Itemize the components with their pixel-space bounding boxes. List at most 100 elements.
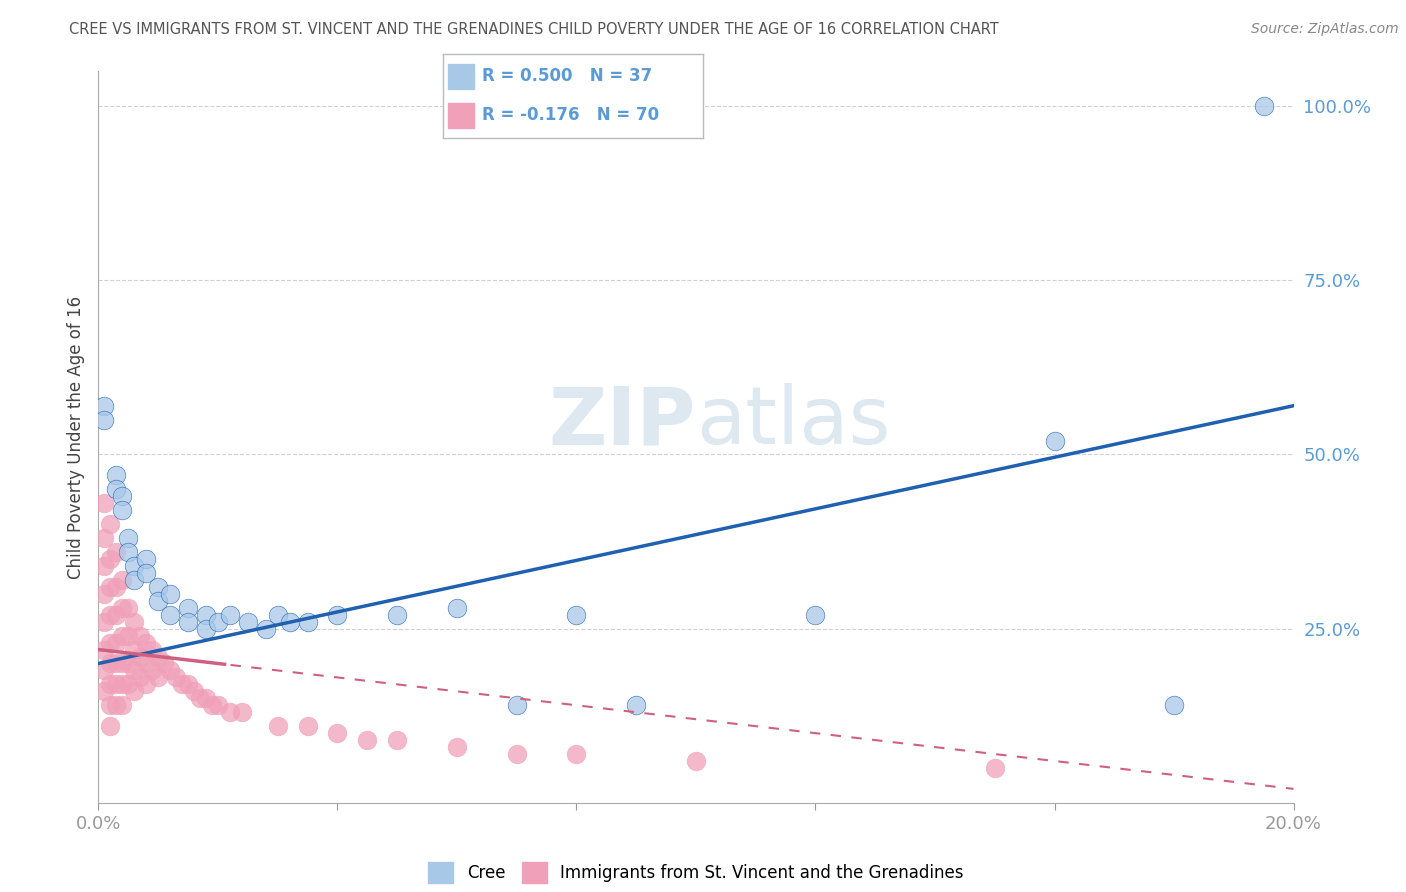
Point xyxy=(124,664,146,678)
Point xyxy=(506,698,529,713)
Point xyxy=(105,677,128,691)
Point xyxy=(446,600,468,615)
Point xyxy=(984,761,1007,775)
Point xyxy=(129,629,152,643)
Point xyxy=(105,698,128,713)
Point xyxy=(111,573,134,587)
Point xyxy=(278,615,301,629)
Point xyxy=(685,754,707,768)
Point xyxy=(172,677,194,691)
Point xyxy=(105,607,128,622)
Point xyxy=(195,622,218,636)
Bar xyxy=(449,63,474,89)
Point xyxy=(506,747,529,761)
Point xyxy=(385,733,409,747)
Point xyxy=(98,517,122,532)
Legend: Cree, Immigrants from St. Vincent and the Grenadines: Cree, Immigrants from St. Vincent and th… xyxy=(429,863,963,883)
Point xyxy=(141,642,163,657)
Point xyxy=(93,412,115,426)
Text: Source: ZipAtlas.com: Source: ZipAtlas.com xyxy=(1251,22,1399,37)
Point xyxy=(111,677,134,691)
Point xyxy=(297,719,319,733)
Point xyxy=(135,566,157,580)
Point xyxy=(105,657,128,671)
Point xyxy=(195,607,218,622)
Point xyxy=(165,670,187,684)
Point xyxy=(159,664,181,678)
Point xyxy=(93,496,115,510)
Point xyxy=(219,607,242,622)
Point xyxy=(98,719,122,733)
Point xyxy=(105,468,128,483)
Point xyxy=(93,642,115,657)
Point xyxy=(148,594,170,608)
Point xyxy=(93,558,115,573)
Point xyxy=(446,740,468,755)
Point xyxy=(195,691,218,706)
Point xyxy=(159,587,181,601)
Point xyxy=(117,545,139,559)
Point xyxy=(231,705,253,719)
Point xyxy=(1043,434,1066,448)
Point xyxy=(93,664,115,678)
Point xyxy=(267,607,290,622)
Text: CREE VS IMMIGRANTS FROM ST. VINCENT AND THE GRENADINES CHILD POVERTY UNDER THE A: CREE VS IMMIGRANTS FROM ST. VINCENT AND … xyxy=(69,22,1000,37)
Point xyxy=(1163,698,1185,713)
Point xyxy=(177,615,200,629)
Point xyxy=(135,552,157,566)
Point xyxy=(148,649,170,664)
Point xyxy=(111,503,134,517)
Point xyxy=(93,399,115,413)
Point xyxy=(124,684,146,698)
Point xyxy=(111,657,134,671)
Point xyxy=(148,580,170,594)
Point xyxy=(117,600,139,615)
Point xyxy=(124,573,146,587)
Point xyxy=(93,531,115,545)
Point xyxy=(124,558,146,573)
Point xyxy=(105,580,128,594)
Point xyxy=(219,705,242,719)
Point xyxy=(207,698,229,713)
Point xyxy=(356,733,378,747)
Point xyxy=(254,622,277,636)
Point xyxy=(153,657,176,671)
Point xyxy=(201,698,224,713)
Point xyxy=(236,615,259,629)
Point xyxy=(117,629,139,643)
Point xyxy=(98,635,122,649)
Point xyxy=(117,677,139,691)
Point xyxy=(565,747,588,761)
Point xyxy=(135,677,157,691)
Point xyxy=(98,677,122,691)
Point xyxy=(148,670,170,684)
Point xyxy=(183,684,205,698)
Point xyxy=(141,664,163,678)
Point xyxy=(177,600,200,615)
Point xyxy=(267,719,290,733)
Point xyxy=(177,677,200,691)
Point xyxy=(1253,99,1275,113)
Point xyxy=(626,698,648,713)
Point xyxy=(98,580,122,594)
Point xyxy=(188,691,211,706)
Point xyxy=(804,607,827,622)
Point xyxy=(207,615,229,629)
Point xyxy=(159,607,181,622)
Point xyxy=(326,607,349,622)
Point xyxy=(135,657,157,671)
Point xyxy=(129,670,152,684)
Point xyxy=(98,698,122,713)
Point xyxy=(326,726,349,740)
Point xyxy=(111,489,134,503)
Text: atlas: atlas xyxy=(696,384,890,461)
Point xyxy=(105,545,128,559)
Point xyxy=(111,698,134,713)
Point xyxy=(385,607,409,622)
Point xyxy=(105,635,128,649)
Point xyxy=(98,607,122,622)
Y-axis label: Child Poverty Under the Age of 16: Child Poverty Under the Age of 16 xyxy=(66,295,84,579)
Point xyxy=(93,587,115,601)
Text: ZIP: ZIP xyxy=(548,384,696,461)
Point xyxy=(93,684,115,698)
